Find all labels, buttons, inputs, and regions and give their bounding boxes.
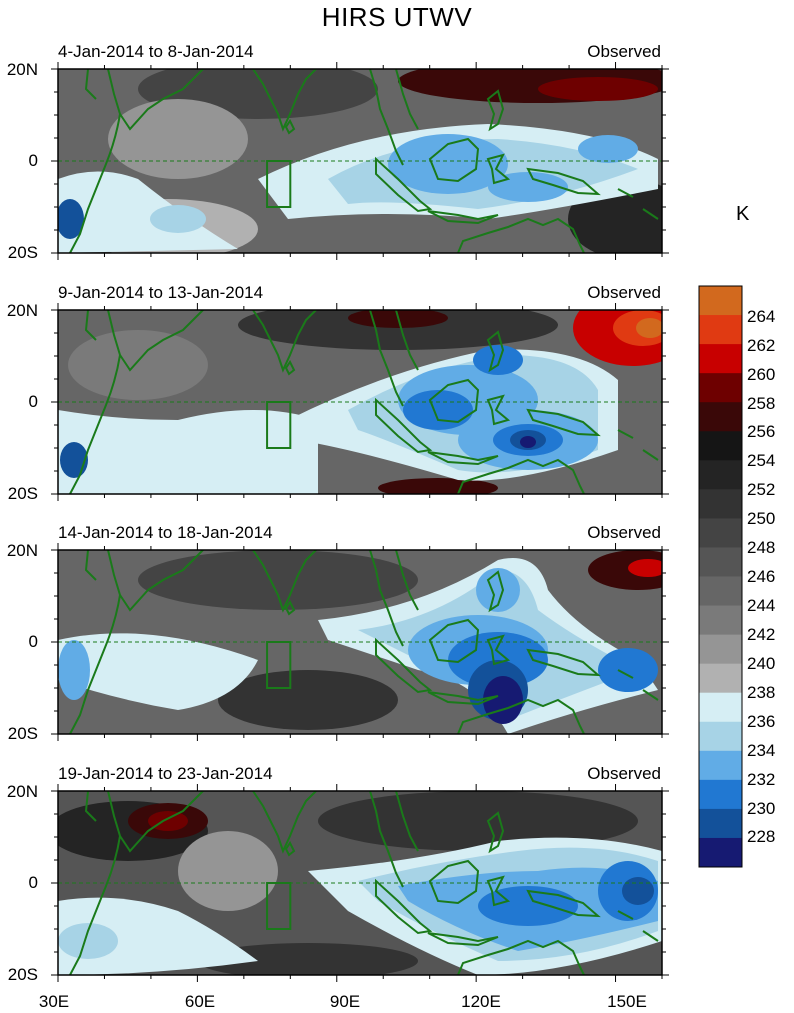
colorbar-label: 254: [747, 451, 776, 470]
colorbar-swatch: [699, 373, 742, 403]
colorbar-label: 228: [747, 827, 776, 846]
map-panel-3: [51, 543, 669, 741]
colorbar-swatch: [699, 576, 742, 607]
y-tick-label: 0: [28, 873, 38, 892]
colorbar: [698, 285, 743, 868]
panel-1-source-title: Observed: [587, 42, 661, 61]
panel-4-source-title: Observed: [587, 764, 661, 783]
utwv-field: [58, 310, 662, 494]
colorbar-label: 252: [747, 480, 776, 499]
colorbar-swatch: [699, 779, 742, 810]
colorbar-frame: [698, 285, 743, 868]
colorbar-label: 246: [747, 567, 776, 586]
colorbar-swatch: [699, 605, 742, 636]
colorbar-label: 264: [747, 307, 776, 326]
colorbar-swatch: [699, 344, 742, 374]
colorbar-swatch: [699, 634, 742, 665]
colorbar-label: 230: [747, 799, 776, 818]
colorbar-swatch: [699, 692, 742, 723]
map-panel-4: [51, 784, 669, 982]
colorbar-swatch: [699, 750, 742, 781]
map-panel-1: [51, 62, 669, 260]
region-box: [266, 882, 292, 930]
utwv-field: [58, 791, 662, 975]
colorbar-label: 242: [747, 625, 776, 644]
main-title: HIRS UTWV: [321, 2, 473, 32]
colorbar-swatch: [699, 837, 742, 868]
y-tick-label: 20N: [6, 541, 38, 560]
y-tick-label: 20S: [7, 243, 38, 262]
colorbar-label: 244: [747, 596, 776, 615]
x-tick-label: 90E: [329, 992, 361, 1011]
x-tick-label: 150E: [607, 992, 647, 1011]
colorbar-swatch: [699, 547, 742, 577]
y-tick-label: 20N: [6, 301, 38, 320]
utwv-field: [58, 69, 662, 253]
panel-2-source-title: Observed: [587, 283, 661, 302]
colorbar-label: 240: [747, 654, 776, 673]
y-tick-label: 20S: [7, 484, 38, 503]
y-tick-label: 20N: [6, 782, 38, 801]
map-panel-2: [51, 303, 669, 501]
colorbar-label: 248: [747, 538, 776, 557]
colorbar-unit-label: K: [736, 203, 750, 225]
y-tick-label: 0: [28, 632, 38, 651]
colorbar-swatch: [699, 431, 742, 461]
y-tick-label: 20S: [7, 724, 38, 743]
colorbar-swatch: [699, 315, 742, 345]
y-tick-label: 0: [28, 151, 38, 170]
colorbar-swatch: [699, 489, 742, 519]
colorbar-swatch: [699, 518, 742, 548]
region-box: [266, 160, 292, 208]
colorbar-label: 250: [747, 509, 776, 528]
x-tick-label: 30E: [38, 992, 70, 1011]
colorbar-swatch: [699, 402, 742, 432]
colorbar-swatch: [699, 721, 742, 752]
panel-3-source-title: Observed: [587, 523, 661, 542]
colorbar-label: 238: [747, 683, 776, 702]
y-tick-label: 0: [28, 392, 38, 411]
colorbar-swatch: [699, 663, 742, 694]
y-tick-label: 20S: [7, 965, 38, 984]
region-box: [266, 641, 292, 689]
colorbar-label: 256: [747, 422, 776, 441]
colorbar-label: 262: [747, 336, 776, 355]
y-tick-label: 20N: [6, 60, 38, 79]
panel-4-date-title: 19-Jan-2014 to 23-Jan-2014: [58, 764, 273, 783]
colorbar-label: 258: [747, 394, 776, 413]
panel-1-date-title: 4-Jan-2014 to 8-Jan-2014: [58, 42, 254, 61]
colorbar-label: 260: [747, 365, 776, 384]
colorbar-label: 234: [747, 741, 776, 760]
colorbar-swatch: [699, 286, 742, 316]
colorbar-swatch: [699, 460, 742, 490]
x-tick-label: 60E: [184, 992, 216, 1011]
colorbar-label: 236: [747, 712, 776, 731]
panel-3-date-title: 14-Jan-2014 to 18-Jan-2014: [58, 523, 273, 542]
region-box: [266, 401, 292, 449]
panel-2-date-title: 9-Jan-2014 to 13-Jan-2014: [58, 283, 264, 302]
colorbar-swatch: [699, 808, 742, 839]
x-tick-label: 120E: [461, 992, 501, 1011]
colorbar-label: 232: [747, 770, 776, 789]
